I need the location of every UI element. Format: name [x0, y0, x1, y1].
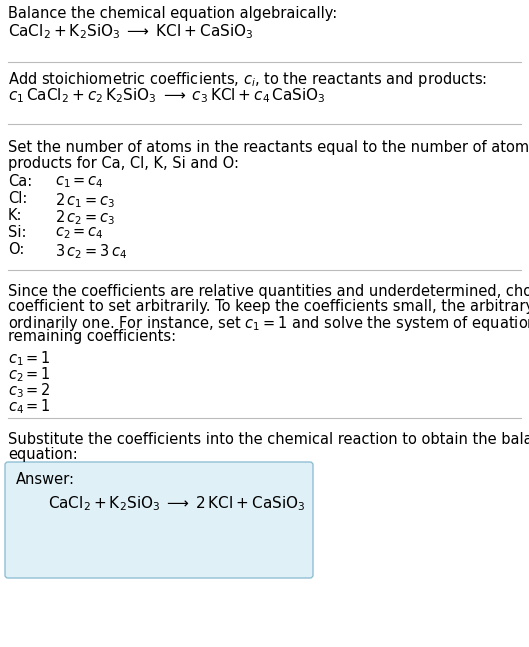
Text: $c_1 = 1$: $c_1 = 1$: [8, 349, 51, 367]
FancyBboxPatch shape: [5, 462, 313, 578]
Text: products for Ca, Cl, K, Si and O:: products for Ca, Cl, K, Si and O:: [8, 156, 239, 171]
Text: Cl:: Cl:: [8, 191, 28, 206]
Text: Since the coefficients are relative quantities and underdetermined, choose a: Since the coefficients are relative quan…: [8, 284, 529, 299]
Text: $2\,c_1 = c_3$: $2\,c_1 = c_3$: [55, 191, 115, 210]
Text: equation:: equation:: [8, 447, 78, 462]
Text: Substitute the coefficients into the chemical reaction to obtain the balanced: Substitute the coefficients into the che…: [8, 432, 529, 447]
Text: remaining coefficients:: remaining coefficients:: [8, 329, 176, 344]
Text: $3\,c_2 = 3\,c_4$: $3\,c_2 = 3\,c_4$: [55, 242, 127, 261]
Text: $\mathrm{CaCl_2 + K_2SiO_3 \;\longrightarrow\; 2\,KCl + CaSiO_3}$: $\mathrm{CaCl_2 + K_2SiO_3 \;\longrighta…: [48, 494, 306, 512]
Text: $c_3 = 2$: $c_3 = 2$: [8, 381, 51, 400]
Text: $c_1 = c_4$: $c_1 = c_4$: [55, 174, 104, 190]
Text: Balance the chemical equation algebraically:: Balance the chemical equation algebraica…: [8, 6, 338, 21]
Text: Add stoichiometric coefficients, $c_i$, to the reactants and products:: Add stoichiometric coefficients, $c_i$, …: [8, 70, 487, 89]
Text: Set the number of atoms in the reactants equal to the number of atoms in the: Set the number of atoms in the reactants…: [8, 140, 529, 155]
Text: $c_2 = 1$: $c_2 = 1$: [8, 365, 51, 384]
Text: $c_2 = c_4$: $c_2 = c_4$: [55, 225, 104, 241]
Text: $c_4 = 1$: $c_4 = 1$: [8, 397, 51, 416]
Text: Answer:: Answer:: [16, 472, 75, 487]
Text: ordinarily one. For instance, set $c_1 = 1$ and solve the system of equations fo: ordinarily one. For instance, set $c_1 =…: [8, 314, 529, 333]
Text: Ca:: Ca:: [8, 174, 32, 189]
Text: K:: K:: [8, 208, 23, 223]
Text: $\mathrm{CaCl_2 + K_2SiO_3 \;\longrightarrow\; KCl + CaSiO_3}$: $\mathrm{CaCl_2 + K_2SiO_3 \;\longrighta…: [8, 22, 253, 41]
Text: $2\,c_2 = c_3$: $2\,c_2 = c_3$: [55, 208, 115, 226]
Text: $c_1\,\mathrm{CaCl_2} + c_2\,\mathrm{K_2SiO_3} \;\longrightarrow\; c_3\,\mathrm{: $c_1\,\mathrm{CaCl_2} + c_2\,\mathrm{K_2…: [8, 86, 326, 105]
Text: coefficient to set arbitrarily. To keep the coefficients small, the arbitrary va: coefficient to set arbitrarily. To keep …: [8, 299, 529, 314]
Text: Si:: Si:: [8, 225, 26, 240]
Text: O:: O:: [8, 242, 24, 257]
